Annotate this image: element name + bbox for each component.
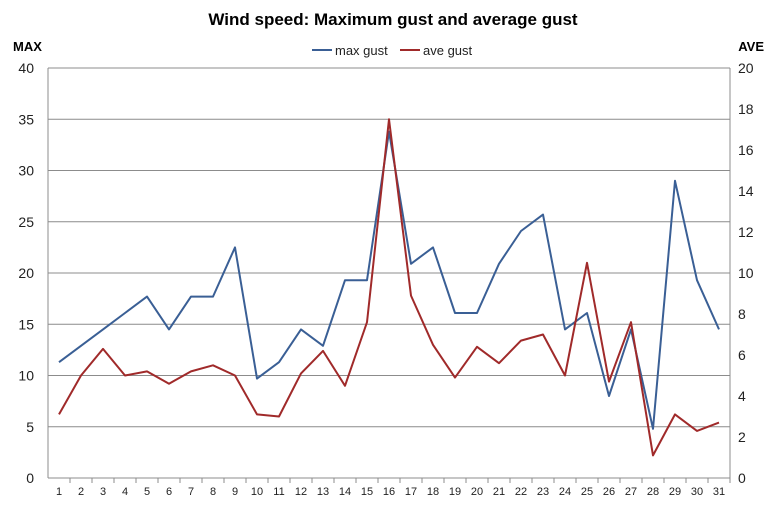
x-tick-label-3: 4 xyxy=(122,486,128,498)
x-tick-label-24: 25 xyxy=(581,486,593,498)
left-tick-label-6: 30 xyxy=(18,163,34,179)
x-tick-label-22: 23 xyxy=(537,486,549,498)
x-tick-label-27: 28 xyxy=(647,486,659,498)
x-tick-label-12: 13 xyxy=(317,486,329,498)
x-tick-label-8: 9 xyxy=(232,486,238,498)
legend-label-1: ave gust xyxy=(423,43,473,58)
legend-label-0: max gust xyxy=(335,43,388,58)
series-lines xyxy=(58,118,720,457)
left-tick-label-0: 0 xyxy=(26,470,34,486)
x-tick-label-6: 7 xyxy=(188,486,194,498)
right-tick-label-2: 4 xyxy=(738,388,746,404)
axes xyxy=(47,68,731,483)
x-tick-label-18: 19 xyxy=(449,486,461,498)
left-tick-label-1: 5 xyxy=(26,419,34,435)
grid-lines xyxy=(48,67,730,428)
right-tick-label-8: 16 xyxy=(738,142,754,158)
x-tick-label-5: 6 xyxy=(166,486,172,498)
x-tick-label-20: 21 xyxy=(493,486,505,498)
right-axis-label: AVE xyxy=(738,39,764,54)
x-tick-label-14: 15 xyxy=(361,486,373,498)
left-tick-label-2: 10 xyxy=(18,368,34,384)
x-tick-label-26: 27 xyxy=(625,486,637,498)
x-tick-label-4: 5 xyxy=(144,486,150,498)
right-tick-label-5: 10 xyxy=(738,265,754,281)
right-tick-label-10: 20 xyxy=(738,60,754,76)
right-tick-label-4: 8 xyxy=(738,306,746,322)
x-tick-label-9: 10 xyxy=(251,486,263,498)
x-tick-label-28: 29 xyxy=(669,486,681,498)
x-tick-label-10: 11 xyxy=(273,486,284,498)
right-tick-label-6: 12 xyxy=(738,224,754,240)
right-tick-label-3: 6 xyxy=(738,347,746,363)
x-tick-label-29: 30 xyxy=(691,486,703,498)
x-tick-label-16: 17 xyxy=(405,486,417,498)
chart-title: Wind speed: Maximum gust and average gus… xyxy=(208,10,578,29)
left-tick-label-7: 35 xyxy=(18,111,34,127)
series-line-ave-gust xyxy=(58,118,720,457)
left-tick-label-5: 25 xyxy=(18,214,34,230)
x-tick-label-17: 18 xyxy=(427,486,439,498)
left-tick-label-4: 20 xyxy=(18,265,34,281)
x-tick-label-23: 24 xyxy=(559,486,571,498)
legend: max gust ave gust xyxy=(312,43,473,58)
left-tick-label-3: 15 xyxy=(18,316,34,332)
x-tick-label-30: 31 xyxy=(713,486,725,498)
left-tick-label-8: 40 xyxy=(18,60,34,76)
x-tick-label-19: 20 xyxy=(471,486,483,498)
x-tick-label-2: 3 xyxy=(100,486,106,498)
x-tick-label-1: 2 xyxy=(78,486,84,498)
x-tick-label-21: 22 xyxy=(515,486,527,498)
x-tick-label-7: 8 xyxy=(210,486,216,498)
x-tick-label-13: 14 xyxy=(339,486,351,498)
x-tick-label-0: 1 xyxy=(56,486,62,498)
right-tick-label-1: 2 xyxy=(738,429,746,445)
series-line-max-gust xyxy=(58,130,720,430)
right-tick-label-9: 18 xyxy=(738,101,754,117)
x-tick-label-15: 16 xyxy=(383,486,395,498)
x-tick-label-11: 12 xyxy=(295,486,307,498)
x-tick-label-25: 26 xyxy=(603,486,615,498)
right-tick-label-7: 14 xyxy=(738,183,754,199)
left-axis-label: MAX xyxy=(13,39,42,54)
right-tick-label-0: 0 xyxy=(738,470,746,486)
